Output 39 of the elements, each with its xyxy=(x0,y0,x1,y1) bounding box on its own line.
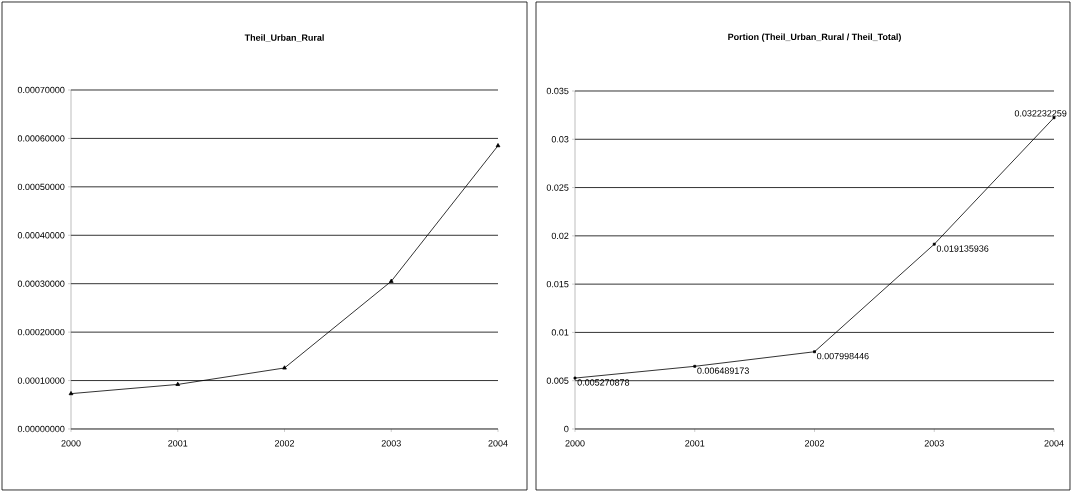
y-tick-label: 0.00070000 xyxy=(17,86,65,94)
data-label: 0.006489173 xyxy=(697,367,749,374)
y-tick-label: 0.00050000 xyxy=(17,183,65,191)
x-tick-label: 2004 xyxy=(488,440,508,447)
x-tick-label: 2001 xyxy=(685,440,705,447)
y-tick-label: 0.005 xyxy=(546,377,569,384)
point xyxy=(68,391,74,396)
y-tick-label: 0.00000000 xyxy=(17,425,65,433)
x-tick-label: 2001 xyxy=(168,440,188,447)
y-tick-label: 0.00030000 xyxy=(17,280,65,287)
y-tick-label: 0.015 xyxy=(546,280,569,288)
point xyxy=(388,278,394,283)
x-tick-label: 2000 xyxy=(61,440,81,447)
y-tick-label: 0.00040000 xyxy=(17,232,65,239)
y-tick-label: 0.025 xyxy=(546,184,569,191)
point xyxy=(282,365,287,370)
y-tick-label: 0.00020000 xyxy=(17,328,65,336)
x-tick-label: 2002 xyxy=(804,440,825,447)
point xyxy=(495,143,501,148)
y-tick-label: 0.035 xyxy=(546,87,569,95)
y-tick-label: 0 xyxy=(564,425,569,433)
x-tick-label: 2003 xyxy=(924,440,944,447)
y-tick-label: 0.02 xyxy=(551,232,569,240)
x-tick-label: 2000 xyxy=(565,440,585,447)
x-tick-label: 2004 xyxy=(1044,440,1064,447)
y-tick-label: 0.01 xyxy=(551,329,569,336)
data-label: 0.005270878 xyxy=(577,379,630,386)
data-label: 0.007998446 xyxy=(817,352,869,360)
x-tick-label: 2002 xyxy=(274,440,295,447)
chart-title: Theil_Urban_Rural xyxy=(244,34,324,42)
data-label: 0.019135936 xyxy=(936,245,989,252)
data-label: 0.032232259 xyxy=(1014,110,1067,117)
y-tick-label: 0.00060000 xyxy=(17,135,65,142)
y-tick-label: 0.00010000 xyxy=(17,377,65,384)
chart-title: Portion (Theil_Urban_Rural / Theil_Total) xyxy=(728,33,901,42)
point xyxy=(693,364,697,368)
y-tick-label: 0.03 xyxy=(551,136,569,143)
point xyxy=(175,381,181,386)
x-tick-label: 2003 xyxy=(381,440,401,447)
